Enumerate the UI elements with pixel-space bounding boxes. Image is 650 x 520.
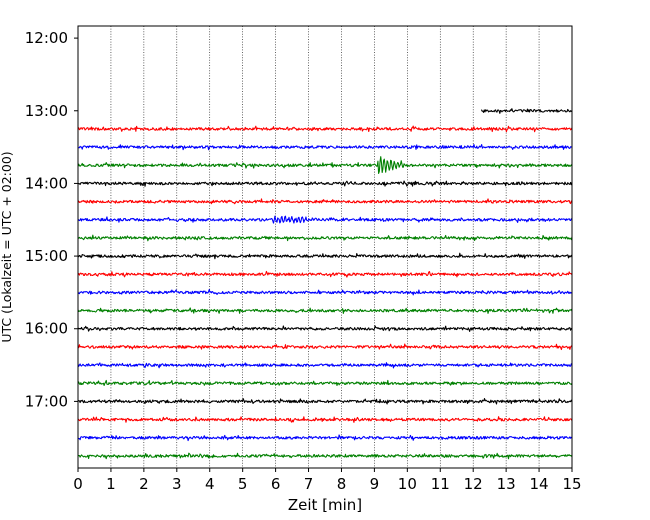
x-axis-ticks: 0 1 2 3 4 5 6 7 8 9 10 11 12 13 14 15 [73,468,582,493]
x-tick-label: 2 [139,475,149,493]
seismic-trace [77,379,573,387]
seismic-trace [77,343,573,351]
y-tick-label: 17:00 [25,392,68,410]
seismic-trace [77,125,573,133]
plot-frame [77,25,573,469]
y-tick-label: 13:00 [25,102,68,120]
seismic-trace [77,325,573,332]
x-tick-label: 3 [172,475,182,493]
seismic-trace [77,289,573,296]
seismic-trace [480,108,573,114]
plot-background [78,26,572,468]
x-tick-label: 0 [73,475,83,493]
x-tick-label: 13 [497,475,516,493]
y-axis-ticks: 12:00 13:00 14:00 15:00 16:00 17:00 [25,29,78,410]
x-tick-label: 7 [304,475,314,493]
seismic-trace [77,307,573,314]
seismic-trace [77,416,573,423]
seismic-trace [77,143,573,151]
grid [110,26,540,468]
y-tick-label: 14:00 [25,174,68,192]
seismic-trace [77,215,573,224]
x-tick-label: 11 [431,475,450,493]
y-tick-label: 15:00 [25,247,68,265]
seismic-trace [77,398,573,405]
seismic-trace [77,434,573,442]
seismic-trace [77,234,573,242]
x-tick-label: 14 [530,475,549,493]
x-tick-label: 8 [337,475,347,493]
x-tick-label: 6 [271,475,281,493]
seismic-trace [77,452,573,460]
y-tick-label: 16:00 [25,320,68,338]
x-tick-label: 15 [562,475,581,493]
traces [77,108,573,460]
x-tick-label: 10 [398,475,417,493]
x-tick-label: 9 [370,475,380,493]
seismic-trace [77,180,573,187]
x-tick-label: 4 [205,475,215,493]
x-tick-label: 1 [106,475,116,493]
x-axis-label: Zeit [min] [288,496,362,514]
y-tick-label: 12:00 [25,29,68,47]
seismic-trace [77,270,573,278]
x-tick-label: 12 [464,475,483,493]
seismic-trace [77,362,573,369]
x-tick-label: 5 [238,475,248,493]
seismic-trace [77,252,573,260]
y-axis-label: UTC (Lokalzeit = UTC + 02:00) [0,151,14,342]
seismic-trace [77,198,573,205]
seismic-trace [77,156,573,174]
